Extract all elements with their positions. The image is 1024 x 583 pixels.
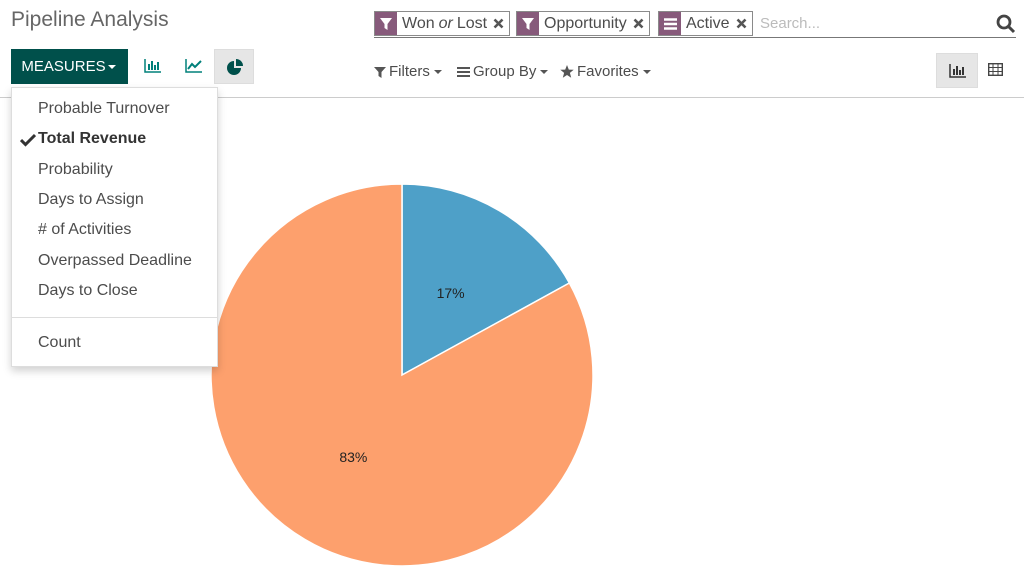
menu-item[interactable]: Count [38, 334, 81, 351]
filters-label: Filters [389, 63, 430, 80]
facet-value: Lost [456, 14, 488, 32]
facet-value: Active [686, 14, 730, 32]
filters-button[interactable]: Filters [374, 63, 443, 80]
caret [642, 69, 651, 74]
bar-icon [949, 64, 966, 78]
slice-label: 83% [339, 449, 367, 465]
list-icon [663, 17, 677, 30]
graph-view-button[interactable] [936, 53, 978, 88]
pie-slice [401, 183, 571, 377]
remove-facet[interactable] [493, 18, 504, 29]
filter-icon [374, 66, 386, 78]
measures-dropdown: Count Probable Turnover Total Revenue Prob… [11, 87, 218, 367]
menu-item[interactable]: Total Revenue [38, 130, 147, 148]
page-title: Pipeline Analysis [11, 8, 169, 31]
pie-chart-button[interactable] [214, 49, 254, 84]
pie-chart: 17% 83% [210, 183, 594, 567]
caret [433, 69, 442, 74]
favorites-button[interactable]: Favorites [560, 63, 652, 80]
menu-item[interactable]: Probable Turnover [38, 100, 170, 117]
facet[interactable]: Active [658, 11, 753, 36]
caret [107, 64, 116, 69]
pie-slice [210, 183, 594, 567]
group-by-button[interactable]: Group By [457, 63, 549, 80]
favorites-label: Favorites [577, 63, 639, 80]
bar-chart-button[interactable] [144, 58, 162, 74]
menu-item[interactable]: Days to Close [38, 281, 138, 299]
search-icon[interactable] [996, 14, 1016, 34]
menu-separator [12, 317, 217, 318]
list-icon [457, 66, 470, 77]
line-chart-button[interactable] [185, 58, 203, 74]
filter-icon [522, 17, 534, 30]
facet[interactable]: Opportunity [516, 11, 650, 36]
star-icon [560, 65, 574, 78]
menu-item[interactable]: Overpassed Deadline [38, 251, 192, 269]
facet-separator: or [438, 14, 453, 32]
search-underline [374, 37, 1016, 38]
pie-icon [227, 59, 243, 75]
check-icon [20, 134, 36, 147]
remove-facet[interactable] [736, 18, 747, 29]
pivot-view-button[interactable] [988, 63, 1003, 76]
slice-label: 17% [437, 285, 465, 301]
facet[interactable]: Won or Lost [374, 11, 511, 36]
measures-label: MEASURES [21, 58, 106, 75]
remove-facet[interactable] [633, 18, 644, 29]
filter-icon [380, 17, 392, 30]
caret [540, 69, 549, 74]
menu-item[interactable]: Probability [38, 160, 113, 178]
menu-item[interactable]: # of Activities [38, 221, 132, 239]
divider [0, 97, 1024, 98]
facet-value: Won [402, 14, 435, 32]
facet-value: Opportunity [544, 14, 627, 32]
search-input[interactable]: Search... [760, 15, 821, 32]
group-by-label: Group By [473, 63, 537, 80]
menu-item[interactable]: Days to Assign [38, 190, 144, 208]
measures-button[interactable]: MEASURES [11, 49, 128, 84]
